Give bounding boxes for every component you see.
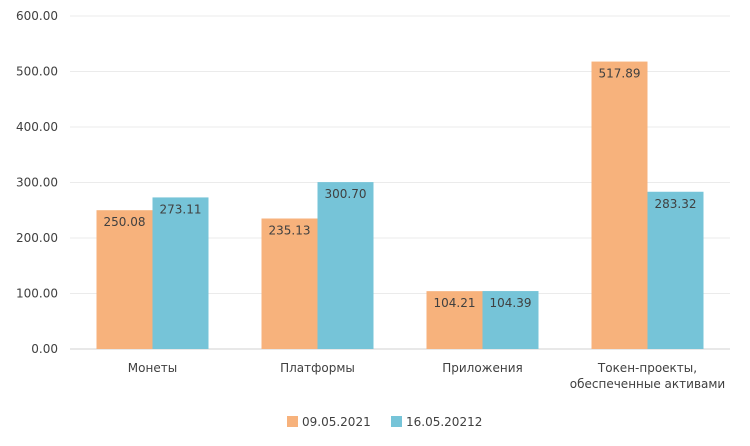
x-category-label: Приложения (442, 361, 523, 375)
x-category-label: обеспеченные активами (570, 377, 725, 391)
data-label: 104.21 (434, 296, 476, 310)
x-category-label: Монеты (128, 361, 177, 375)
data-label: 235.13 (269, 224, 311, 238)
bar (152, 197, 209, 349)
y-tick-label: 400.00 (16, 120, 58, 134)
data-label: 250.08 (104, 215, 146, 229)
x-category-label: Токен-проекты, (597, 361, 697, 375)
x-axis-categories: Монеты Платформы Приложения Токен-проекты, о… (128, 361, 725, 391)
bar (591, 61, 648, 350)
legend-swatch (391, 416, 402, 427)
legend-label: 16.05.20212 (406, 415, 482, 429)
data-label: 517.89 (599, 67, 641, 81)
data-label: 104.39 (490, 296, 532, 310)
data-label: 273.11 (160, 202, 202, 216)
bar (317, 182, 374, 349)
y-tick-label: 500.00 (16, 65, 58, 79)
bar (482, 291, 539, 349)
y-tick-label: 200.00 (16, 231, 58, 245)
y-tick-label: 100.00 (16, 287, 58, 301)
x-category-label: Платформы (280, 361, 355, 375)
y-tick-label: 300.00 (16, 176, 58, 190)
bar (647, 191, 704, 349)
bars (96, 61, 704, 350)
y-axis-ticks: 0.00 100.00 200.00 300.00 400.00 500.00 600.00 (16, 9, 58, 356)
y-tick-label: 0.00 (31, 342, 58, 356)
bar (261, 218, 318, 349)
legend: 09.05.2021 16.05.20212 (287, 415, 482, 429)
data-label: 283.32 (655, 197, 697, 211)
data-label: 300.70 (325, 187, 367, 201)
legend-swatch (287, 416, 298, 427)
legend-label: 09.05.2021 (302, 415, 371, 429)
bar (96, 210, 153, 349)
data-labels: 250.08 273.11 235.13 300.70 104.21 104.39 517.… (104, 67, 697, 311)
bar (426, 291, 483, 349)
y-tick-label: 600.00 (16, 9, 58, 23)
